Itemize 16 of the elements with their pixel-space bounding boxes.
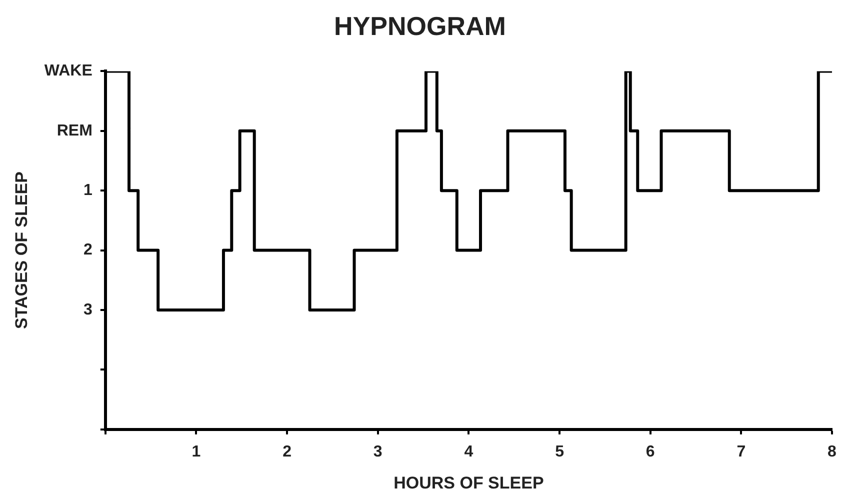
x-tick-label: 7 — [736, 443, 746, 460]
y-tick-label: 2 — [83, 242, 92, 259]
y-tick-label: 1 — [83, 182, 92, 200]
x-tick-label: 6 — [646, 443, 655, 460]
x-tick-label: 4 — [464, 443, 474, 460]
x-tick-label: 2 — [282, 443, 292, 460]
chart-title: HYPNOGRAM — [334, 10, 506, 41]
x-tick-label: 3 — [373, 443, 382, 460]
y-tick-label: REM — [56, 122, 92, 140]
y-tick-label: WAKE — [44, 62, 93, 80]
x-tick-label: 1 — [192, 443, 201, 460]
x-tick-label: 8 — [828, 443, 837, 460]
x-axis-title: HOURS OF SLEEP — [394, 473, 544, 492]
y-axis-title: STAGES OF SLEEP — [12, 172, 31, 330]
y-tick-label: 3 — [83, 301, 92, 318]
x-tick-label: 5 — [555, 443, 564, 460]
